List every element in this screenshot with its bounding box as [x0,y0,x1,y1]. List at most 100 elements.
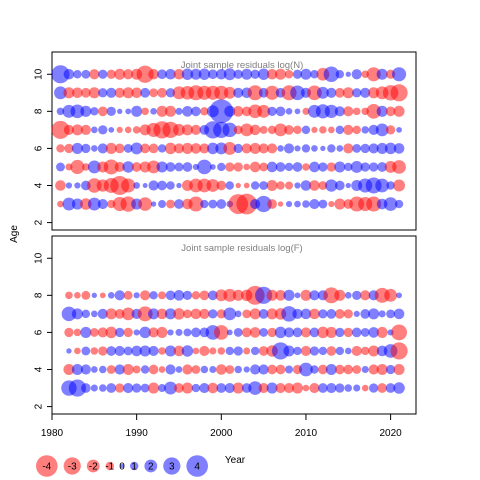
bubble-age-3-year-2014 [335,383,345,393]
bubble-age-7-year-2011 [309,308,320,320]
bubble-age-7-year-2015 [343,124,354,135]
bubble-age-5-year-2005 [258,346,269,356]
bubble-age-7-year-1987 [108,127,115,133]
bubble-age-5-year-1988 [114,161,125,173]
bubble-age-7-year-2010 [300,308,312,320]
bubble-age-6-year-1997 [191,327,201,338]
bubble-age-9-year-1989 [122,87,134,99]
panel-n-title: Joint sample residuals log(N) [181,60,304,71]
bubble-age-8-year-1995 [173,290,185,301]
bubble-age-7-year-1995 [173,123,185,136]
bubble-age-8-year-2007 [275,290,286,301]
bubble-age-4-year-2003 [243,182,250,189]
bubble-age-10-year-2011 [310,70,319,79]
bubble-age-8-year-1986 [99,292,106,299]
bubble-age-6-year-1996 [181,142,193,154]
bubble-age-3-year-2002 [232,382,244,394]
bubble-age-3-year-2013 [328,200,335,208]
bubble-age-10-year-1991 [136,65,154,83]
bubble-age-6-year-1981 [56,144,65,153]
bubble-age-7-year-2000 [216,309,226,319]
bubble-age-7-year-2009 [293,125,302,135]
bubble-age-8-year-1997 [191,291,201,300]
bubble-age-7-year-2019 [378,310,386,318]
bubble-age-7-year-2002 [233,125,243,135]
bubble-age-4-year-2012 [318,364,328,375]
bubble-age-6-year-2002 [233,143,243,154]
bubble-age-9-year-2012 [316,86,329,99]
bubble-age-3-year-2008 [283,382,295,394]
bubble-age-10-year-2013 [323,66,340,82]
bubble-age-3-year-2010 [302,384,310,392]
bubble-age-6-year-1982 [64,327,74,338]
legend-bubble-2 [144,459,158,473]
bubble-age-3-year-2006 [267,199,277,209]
bubble-age-10-year-2003 [241,68,253,80]
bubble-age-5-year-2015 [344,347,352,355]
legend-bubble--2 [86,459,100,473]
bubble-age-3-year-2013 [326,382,337,394]
bubble-age-6-year-1986 [97,327,108,338]
bubble-age-8-year-1983 [74,292,81,299]
x-axis-label: Year [225,455,246,466]
bubble-age-7-year-2013 [328,126,335,134]
x-tick-label-2000: 2000 [210,428,233,439]
bubble-age-6-year-2021 [393,143,405,154]
bubble-age-4-year-2014 [334,364,345,375]
bubble-age-8-year-1989 [125,108,132,115]
bubble-age-8-year-1988 [117,108,123,114]
bubble-age-7-year-1997 [190,124,201,135]
bubble-age-3-year-1988 [115,383,125,393]
bubble-age-4-year-2002 [235,182,241,189]
bubble-age-5-year-2009 [293,346,302,356]
bubble-age-9-year-2001 [223,86,236,99]
bubble-age-8-year-2013 [324,104,338,118]
y-tick-label-10: 10 [34,252,45,264]
bubble-age-6-year-2009 [292,327,303,338]
bubble-age-10-year-1997 [190,68,202,80]
bubble-age-3-year-1987 [106,383,117,393]
bubble-age-4-year-2006 [266,179,278,192]
bubble-age-6-year-1995 [175,328,183,336]
bubble-age-6-year-2015 [343,143,354,154]
bubble-age-7-year-2020 [385,125,396,135]
y-tick-label-4: 4 [34,366,45,372]
bubble-age-5-year-1993 [158,347,166,355]
x-tick-label-2020: 2020 [379,428,402,439]
bubble-age-6-year-1997 [190,143,202,154]
bubble-age-4-year-2012 [318,181,328,190]
bubble-age-9-year-1994 [165,88,176,98]
bubble-age-9-year-2016 [352,88,362,98]
bubble-age-6-year-1983 [73,328,82,337]
bubble-age-4-year-1990 [132,365,141,374]
bubble-age-8-year-2017 [360,290,371,301]
legend-bubble--3 [63,457,81,475]
bubble-age-3-year-1989 [120,196,136,212]
bubble-age-8-year-1999 [207,290,218,301]
bubble-age-3-year-1985 [87,197,101,211]
bubble-age-7-year-1992 [148,308,160,320]
panel-n-bubbles [51,65,408,215]
bubble-age-4-year-2014 [334,180,345,191]
bubble-age-4-year-2008 [285,181,293,190]
bubble-age-5-year-1985 [87,160,101,174]
bubble-age-6-year-2001 [226,329,233,336]
bubble-age-8-year-1986 [97,106,108,117]
bubble-age-7-year-1989 [124,126,132,134]
bubble-age-5-year-1989 [122,161,134,173]
bubble-age-9-year-1993 [157,87,167,98]
bubble-age-9-year-2021 [390,84,408,102]
bubble-age-4-year-2004 [250,181,260,190]
bubble-age-8-year-1987 [106,106,116,116]
y-tick-label-4: 4 [34,182,45,188]
bubble-age-8-year-2016 [352,290,362,300]
panel-n: Joint sample residuals log(N) 2 4 6 8 10 [34,51,417,231]
bubble-age-9-year-1992 [149,88,158,98]
legend-label-0: 0 [119,462,125,473]
bubble-age-5-year-2002 [233,346,243,356]
bubble-age-3-year-1996 [181,382,193,394]
bubble-age-8-year-1998 [199,290,210,301]
bubble-age-6-year-2016 [351,327,362,338]
bubble-age-3-year-1997 [191,383,201,393]
bubble-age-5-year-2006 [266,161,278,173]
